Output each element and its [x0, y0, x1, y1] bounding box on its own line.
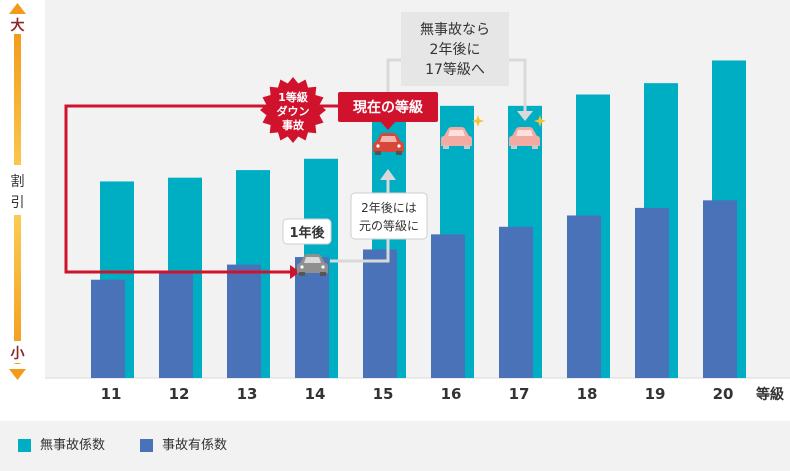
bar-accident-11	[91, 279, 125, 378]
two-year-callout-line-2: 元の等級に	[359, 219, 419, 233]
y-axis-bottom-label: 小	[11, 346, 25, 362]
accident-badge-line-2: ダウン	[277, 104, 310, 118]
current-grade-label-box	[338, 92, 438, 122]
no-accident-callout-line-2: 2年後に	[430, 42, 481, 58]
y-axis-middle-label-1: 割	[11, 173, 25, 190]
sparkle-icon	[534, 115, 546, 127]
legend: 無事故係数 事故有係数	[0, 421, 790, 471]
bar-accident-12	[159, 272, 193, 378]
car-icon	[373, 133, 404, 155]
car-icon	[297, 254, 328, 276]
y-axis-middle-label-bg	[3, 165, 32, 215]
bar-accident-17	[499, 226, 533, 378]
x-axis-label: 等級	[756, 386, 784, 403]
bars-group	[91, 60, 746, 379]
bar-accident-14	[295, 257, 329, 378]
two-year-callout-box	[350, 192, 428, 240]
legend-swatch-accident	[140, 439, 153, 452]
accident-badge-line-1: 1等級	[278, 90, 308, 104]
car-faded-icon	[441, 127, 472, 149]
one-year-label-box	[282, 218, 332, 245]
no-accident-callout-line-1: 無事故なら	[420, 22, 490, 38]
grade-coefficient-chart: 大 割 引 小 11 12 13 14 15 16 17 18 19 20 等級 無事故なら 2年…	[3, 0, 790, 403]
bar-accident-18	[567, 215, 601, 378]
x-tick-label-11: 11	[101, 385, 122, 403]
y-axis-top-label: 大	[11, 17, 25, 34]
x-tick-label-19: 19	[645, 385, 666, 403]
x-tick-label-14: 14	[305, 385, 326, 403]
accident-path-arrowhead	[290, 265, 300, 279]
one-year-label: 1年後	[289, 225, 325, 241]
two-year-callout-line-1: 2年後には	[361, 201, 417, 215]
current-grade-label-pointer	[380, 121, 396, 130]
no-accident-callout-line-3: 17等級へ	[425, 61, 485, 78]
accident-path-line	[64, 104, 338, 274]
x-tick-label-18: 18	[577, 385, 598, 403]
sparkle-icon	[472, 115, 484, 127]
arrow-up-icon	[380, 169, 396, 180]
car-faded-icon	[509, 127, 540, 149]
y-axis-top-label-bg	[5, 14, 30, 34]
bar-accident-20	[703, 200, 737, 378]
arrow-up-icon	[9, 3, 26, 14]
x-tick-label-13: 13	[237, 385, 258, 403]
y-axis-bottom-label-bg	[5, 341, 30, 363]
x-tick-label-20: 20	[713, 385, 734, 403]
x-tick-label-15: 15	[373, 385, 394, 403]
x-tick-labels: 11 12 13 14 15 16 17 18 19 20	[101, 385, 734, 403]
accident-badge-starburst	[260, 77, 326, 143]
arrow-down-icon	[517, 111, 533, 121]
bar-accident-16	[431, 234, 465, 378]
bar-accident-13	[227, 264, 261, 378]
legend-swatch-no-accident	[18, 439, 31, 452]
no-accident-callout-box	[401, 12, 509, 86]
arrow-down-icon	[9, 369, 26, 380]
y-axis-middle-label-2: 引	[11, 195, 25, 211]
x-tick-label-17: 17	[509, 385, 530, 403]
x-tick-label-12: 12	[169, 385, 190, 403]
legend-label-accident: 事故有係数	[162, 438, 228, 453]
accident-badge-line-3: 事故	[282, 118, 305, 132]
x-tick-label-16: 16	[441, 385, 462, 403]
bar-accident-19	[635, 207, 669, 378]
current-grade-label: 現在の等級	[353, 99, 423, 116]
legend-label-no-accident: 無事故係数	[40, 438, 106, 453]
bar-accident-15	[363, 249, 397, 378]
